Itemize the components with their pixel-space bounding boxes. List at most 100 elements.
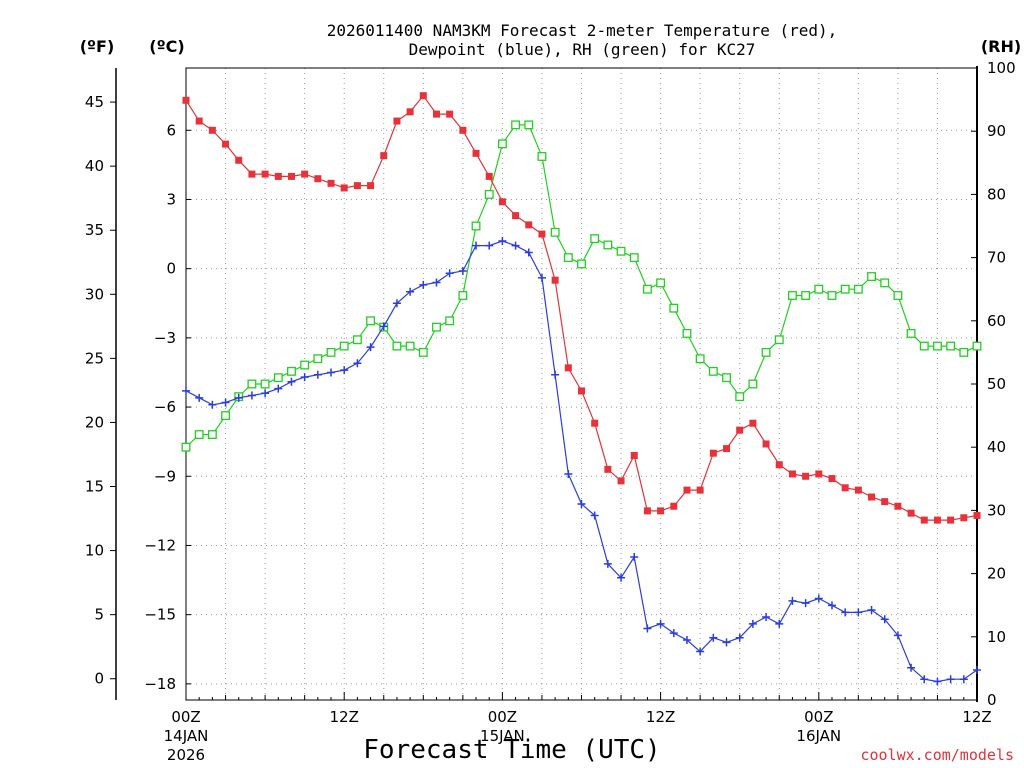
data-point: [432, 278, 441, 287]
data-point: [761, 347, 771, 357]
series-rh: [181, 120, 982, 452]
data-point: [669, 629, 678, 638]
data-point: [458, 266, 467, 275]
data-point: [959, 347, 969, 357]
time-tick-year: 2026: [167, 746, 205, 764]
time-tick-date: 15JAN: [480, 727, 525, 745]
data-point: [841, 484, 849, 492]
data-point: [578, 387, 585, 395]
data-point: [840, 284, 850, 294]
celsius-tick-label: −9: [154, 467, 176, 485]
data-point: [709, 633, 718, 642]
data-point: [274, 172, 282, 180]
data-point: [366, 316, 376, 326]
data-point: [617, 477, 625, 485]
data-point: [854, 486, 862, 494]
data-point: [392, 299, 401, 308]
data-point: [787, 291, 797, 300]
data-point: [894, 502, 902, 510]
data-point: [591, 419, 599, 427]
data-point: [682, 636, 691, 645]
data-point: [669, 303, 679, 313]
rh-tick-label: 100: [987, 59, 1016, 77]
data-point: [459, 126, 467, 134]
data-point: [881, 498, 889, 506]
data-point: [814, 284, 824, 294]
data-point: [973, 511, 981, 519]
data-point: [933, 516, 941, 524]
data-point: [445, 269, 454, 278]
rh-tick-label: 0: [987, 691, 997, 709]
data-point: [406, 287, 415, 296]
data-point: [735, 633, 744, 642]
fahrenheit-tick-label: 40: [85, 157, 104, 175]
celsius-unit-label: (ºC): [149, 37, 184, 56]
celsius-axis-ticks: 6 3 0 −3 −6 −9 −12 −15 −18: [144, 121, 191, 693]
data-point: [326, 347, 336, 357]
data-point: [221, 411, 230, 421]
time-tick-date: 16JAN: [796, 727, 841, 745]
data-point: [814, 594, 823, 603]
rh-tick-label: 10: [987, 628, 1006, 646]
data-point: [221, 398, 230, 407]
plot-grid: [186, 68, 977, 700]
data-point: [405, 341, 415, 351]
data-point: [234, 393, 243, 402]
fahrenheit-tick-label: 20: [85, 413, 104, 431]
data-point: [577, 499, 586, 508]
celsius-tick-label: −3: [154, 329, 176, 347]
data-point: [774, 335, 784, 345]
data-point: [353, 182, 361, 190]
data-point: [498, 236, 507, 245]
rh-tick-label: 60: [987, 312, 1006, 330]
celsius-tick-label: −12: [144, 536, 176, 554]
data-point: [313, 354, 323, 364]
data-point: [300, 360, 310, 370]
rh-tick-label: 20: [987, 565, 1006, 583]
data-point: [933, 341, 942, 351]
data-point: [537, 152, 547, 161]
data-point: [551, 276, 559, 284]
data-point: [853, 284, 863, 294]
data-point: [880, 615, 889, 624]
data-point: [194, 430, 204, 440]
data-point: [762, 440, 770, 448]
data-point: [748, 379, 758, 389]
data-point: [274, 384, 283, 393]
data-point: [854, 608, 863, 617]
data-point: [775, 619, 784, 628]
data-point: [524, 120, 534, 130]
data-point: [406, 108, 414, 116]
x-axis-label: Forecast Time (UTC): [363, 735, 660, 765]
data-point: [695, 354, 705, 364]
credit-text[interactable]: coolwx.com/models: [860, 746, 1014, 764]
data-point: [471, 221, 481, 231]
time-tick-label: 00Z: [171, 708, 200, 726]
data-point: [247, 391, 256, 400]
data-point: [788, 470, 796, 478]
data-point: [432, 322, 441, 332]
data-point: [551, 370, 560, 379]
data-point: [524, 248, 533, 257]
data-point: [642, 284, 652, 294]
data-point: [722, 373, 731, 383]
data-point: [630, 552, 639, 561]
data-point: [696, 486, 704, 494]
series-temperature: [182, 92, 981, 524]
data-point: [182, 96, 190, 104]
data-point: [788, 596, 797, 605]
data-point: [182, 386, 190, 395]
fahrenheit-tick-label: 15: [85, 478, 104, 496]
data-point: [525, 221, 533, 229]
data-point: [656, 619, 665, 628]
data-point: [472, 149, 480, 157]
data-point: [946, 675, 955, 684]
data-point: [867, 272, 876, 282]
data-point: [393, 117, 401, 125]
data-point: [959, 675, 968, 684]
data-point: [300, 373, 309, 382]
data-point: [801, 599, 810, 608]
data-point: [458, 291, 468, 300]
